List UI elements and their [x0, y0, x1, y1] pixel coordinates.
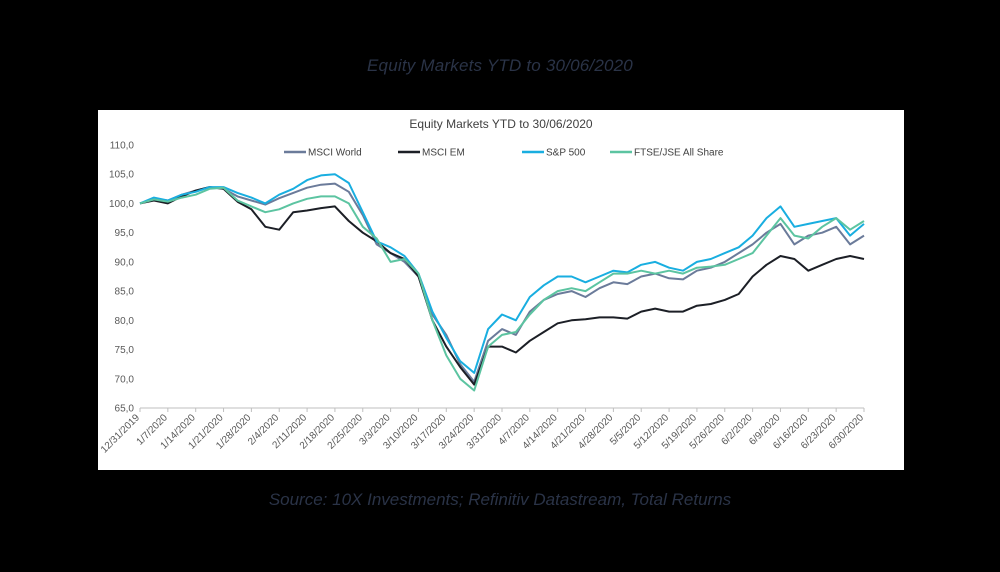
legend: MSCI World MSCI EM S&P 500 FTSE/JSE All Sha…	[284, 148, 724, 159]
series-line-ftse-jse-all-share	[139, 186, 865, 392]
legend-label-msci-world: MSCI World	[308, 148, 362, 159]
series-line-msci-em	[139, 186, 865, 386]
y-tick-label: 100,0	[109, 199, 134, 210]
y-tick-label: 110,0	[110, 141, 135, 152]
y-tick-label: 85,0	[115, 287, 135, 298]
y-tick-label: 80,0	[115, 316, 135, 327]
x-tick-label: 12/31/2019	[99, 412, 142, 455]
y-tick-label: 95,0	[115, 228, 135, 239]
line-chart: Equity Markets YTD to 30/06/2020 MSCI Wo…	[99, 117, 866, 456]
y-tick-label: 70,0	[115, 374, 135, 385]
legend-label-msci-em: MSCI EM	[422, 148, 465, 159]
y-axis: 65,0 70,0 75,0 80,0 85,0 90,0 95,0 100,0 105,0 11…	[109, 141, 134, 415]
series-group	[139, 173, 865, 392]
chart-title: Equity Markets YTD to 30/06/2020	[409, 117, 593, 131]
series-line-s-p-500	[139, 173, 865, 374]
y-tick-label: 105,0	[109, 170, 134, 181]
legend-label-s-p-500: S&P 500	[546, 148, 586, 159]
y-tick-label: 65,0	[115, 404, 135, 415]
page-title: Equity Markets YTD to 30/06/2020	[367, 56, 633, 75]
y-tick-label: 90,0	[115, 257, 135, 268]
legend-label-ftse-jse-all-share: FTSE/JSE All Share	[634, 148, 724, 159]
series-line-msci-world	[139, 182, 865, 383]
x-axis: 12/31/20191/7/20201/14/20201/21/20201/28…	[99, 407, 866, 456]
chart-panel: Equity Markets YTD to 30/06/2020 MSCI Wo…	[98, 110, 904, 470]
source-note: Source: 10X Investments; Refinitiv Datas…	[268, 490, 732, 509]
y-tick-label: 75,0	[115, 345, 135, 356]
